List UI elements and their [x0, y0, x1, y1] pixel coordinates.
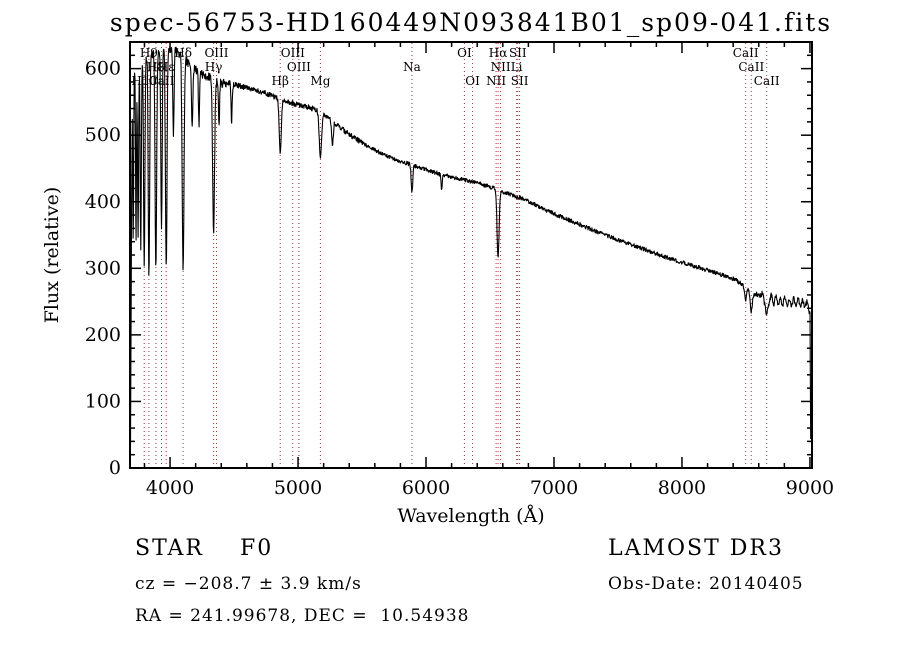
ra-dec-text: RA = 241.99678, DEC = 10.54938	[135, 606, 470, 626]
x-tick-label: 5000	[274, 477, 322, 499]
spectral-line-label: CaII	[733, 46, 759, 60]
spectral-line-label: Hβ	[271, 74, 288, 88]
spectral-line-label: OIII	[281, 46, 305, 60]
spectral-line-label: Hγ	[205, 60, 223, 74]
y-tick-label: 600	[85, 58, 121, 80]
spectral-line-label: NII	[491, 60, 511, 74]
y-tick-label: 100	[85, 390, 121, 412]
y-tick-label: 300	[85, 257, 121, 279]
classification-text: STAR F0	[135, 536, 274, 561]
spectral-line-label: CaII	[149, 74, 175, 88]
spectrum-trace	[129, 45, 812, 469]
spectral-line-label: Na	[403, 60, 421, 74]
obs-date-text: Obs-Date: 20140405	[608, 574, 804, 594]
y-tick-label: 400	[85, 191, 121, 213]
spectral-line-label: CaII	[738, 60, 764, 74]
spectral-line-label: H9	[140, 46, 158, 60]
x-axis-label: Wavelength (Å)	[397, 505, 544, 527]
x-tick-label: 7000	[530, 477, 578, 499]
spectral-line-label: H8	[147, 60, 165, 74]
spectral-line-label: OI	[465, 74, 480, 88]
y-tick-label: 0	[109, 457, 121, 479]
spectral-line-label: NII	[486, 74, 506, 88]
radial-velocity-text: cz = −208.7 ± 3.9 km/s	[135, 574, 362, 594]
survey-release-text: LAMOST DR3	[608, 536, 784, 561]
spectral-line-label: H10	[131, 74, 157, 88]
spectral-line-label: OI	[457, 46, 472, 60]
x-tick-label: 8000	[658, 477, 706, 499]
spectral-line-label: SII	[509, 46, 527, 60]
spectral-line-label: SII	[511, 74, 529, 88]
x-tick-label: 4000	[146, 477, 194, 499]
spectral-line-label: Hδ	[174, 46, 192, 60]
plot-title: spec-56753-HD160449N093841B01_sp09-041.f…	[109, 8, 833, 37]
spectral-line-label: OIII	[287, 60, 311, 74]
spectral-line-label: CaII	[754, 74, 780, 88]
y-axis-label: Flux (relative)	[41, 187, 63, 324]
x-tick-label: 6000	[402, 477, 450, 499]
spectral-line-label: Hε	[158, 60, 175, 74]
y-tick-label: 200	[85, 324, 121, 346]
y-tick-label: 500	[85, 124, 121, 146]
spectral-line-label: OIII	[204, 46, 228, 60]
spectral-line-label: Li	[511, 60, 523, 74]
x-tick-label: 9000	[786, 477, 834, 499]
spectral-line-label: Mg	[310, 74, 330, 88]
spectral-line-label: Hα	[489, 46, 508, 60]
